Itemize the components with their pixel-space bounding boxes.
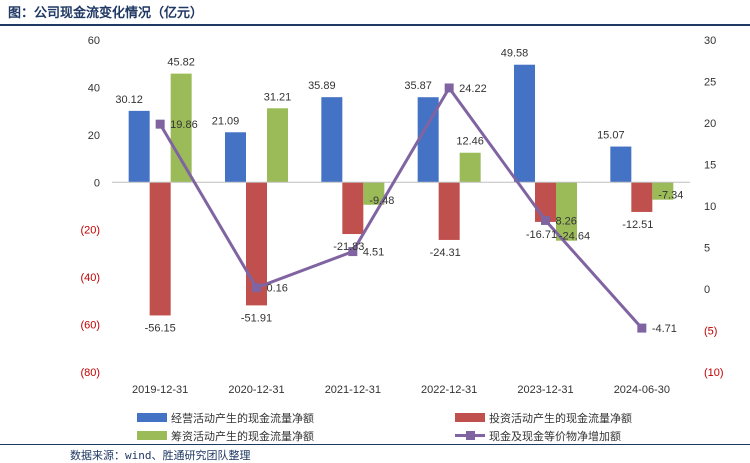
x-axis-tick-label: 2022-12-31	[421, 384, 477, 396]
bar-3-2020-12-31	[267, 108, 288, 183]
x-axis-tick-label: 2020-12-31	[228, 384, 284, 396]
x-axis-tick-label: 2021-12-31	[325, 384, 381, 396]
legend-swatch-marker	[466, 431, 475, 440]
data-label-4-2022-12-31: 24.22	[459, 83, 487, 95]
left-axis-tick-label: 0	[94, 177, 100, 189]
data-label-2-2022-12-31: -24.31	[430, 247, 461, 259]
right-axis-tick-label: (10)	[704, 367, 724, 379]
data-label-1-2022-12-31: 35.87	[404, 80, 432, 92]
legend-label-4: 现金及现金等价物净增加额	[489, 429, 621, 443]
left-axis-tick-label: 40	[88, 82, 100, 94]
data-label-3-2021-12-31: -9.48	[369, 195, 394, 207]
bar-2-2024-06-30	[631, 182, 653, 212]
left-axis-tick-label: (40)	[80, 272, 100, 284]
bar-2-2022-12-31	[438, 182, 460, 240]
data-label-3-2024-06-30: -7.34	[658, 190, 683, 202]
right-axis-tick-label: 5	[704, 243, 710, 255]
data-label-4-2021-12-31: 4.51	[363, 247, 384, 259]
bar-2-2019-12-31	[149, 182, 171, 316]
right-axis-tick-label: 0	[704, 284, 710, 296]
bar-1-2021-12-31	[321, 97, 343, 183]
left-axis-tick-label: (60)	[80, 320, 100, 332]
bar-1-2019-12-31	[128, 110, 150, 183]
net-increase-marker-2023-12-31	[541, 215, 550, 225]
data-label-1-2024-06-30: 15.07	[597, 130, 625, 142]
bar-3-2023-12-31	[556, 182, 577, 241]
net-increase-marker-2019-12-31	[155, 119, 165, 129]
chart-title: 图：公司现金流变化情况（亿元）	[8, 6, 204, 21]
data-label-4-2020-12-31: 0.16	[267, 283, 288, 295]
data-label-4-2019-12-31: 19.86	[170, 119, 198, 131]
data-label-3-2022-12-31: 12.46	[456, 136, 484, 148]
legend-swatch-1	[137, 413, 167, 422]
data-label-2-2021-12-31: -21.83	[333, 241, 364, 253]
right-axis-tick-label: 10	[704, 201, 716, 213]
bar-3-2022-12-31	[459, 152, 481, 183]
bar-1-2024-06-30	[610, 146, 632, 183]
bar-3-2019-12-31	[170, 73, 192, 183]
x-axis-tick-label: 2023-12-31	[517, 384, 573, 396]
data-label-1-2023-12-31: 49.58	[501, 48, 529, 60]
data-label-4-2023-12-31: 8.26	[556, 215, 577, 227]
net-increase-marker-2020-12-31	[252, 283, 261, 293]
x-axis-tick-label: 2024-06-30	[614, 384, 670, 396]
net-increase-marker-2021-12-31	[348, 247, 358, 257]
data-label-1-2020-12-31: 21.09	[212, 115, 240, 127]
data-label-1-2021-12-31: 35.89	[308, 80, 336, 92]
net-increase-marker-2022-12-31	[444, 83, 454, 93]
legend-swatch-3	[137, 431, 167, 440]
source-note: 数据来源：wind、胜通研究团队整理	[70, 449, 251, 462]
left-axis-tick-label: 20	[88, 130, 100, 142]
left-axis-tick-label: 60	[88, 35, 100, 47]
title-divider	[0, 24, 750, 26]
data-label-2-2019-12-31: -56.15	[145, 322, 176, 334]
right-axis-tick-label: 20	[704, 118, 716, 130]
right-axis-tick-label: 15	[704, 160, 716, 172]
legend-label-3: 筹资活动产生的现金流量净额	[171, 429, 314, 443]
x-axis-tick-label: 2019-12-31	[132, 384, 188, 396]
data-label-1-2019-12-31: 30.12	[115, 94, 143, 106]
data-label-3-2019-12-31: 45.82	[167, 57, 195, 69]
net-increase-line	[158, 85, 643, 330]
data-label-3-2023-12-31: -24.64	[559, 231, 590, 243]
data-label-3-2020-12-31: 31.21	[264, 91, 292, 103]
right-axis-tick-label: 30	[704, 35, 716, 47]
left-axis-tick-label: (80)	[80, 367, 100, 379]
data-label-2-2023-12-31: -16.71	[526, 229, 557, 241]
data-label-2-2020-12-31: -51.91	[241, 312, 272, 324]
bar-2-2020-12-31	[246, 182, 267, 306]
bar-1-2023-12-31	[514, 64, 535, 183]
cash-flow-chart: 60 40 20 0 (20) (40) (60) (80) 30 25 20 15 10 5 0 (5) (1…	[80, 35, 724, 443]
right-axis-tick-label: 25	[704, 77, 716, 89]
left-axis-tick-label: (20)	[80, 225, 100, 237]
bar-1-2020-12-31	[225, 132, 246, 183]
net-increase-marker-2024-06-30	[637, 323, 647, 333]
bar-2-2021-12-31	[342, 182, 364, 235]
source-divider	[0, 444, 750, 445]
bar-3-2021-12-31	[363, 182, 385, 205]
legend-label-1: 经营活动产生的现金流量净额	[171, 411, 314, 425]
bar-1-2022-12-31	[417, 97, 439, 183]
bar-3-2024-06-30	[652, 182, 674, 200]
legend-label-2: 投资活动产生的现金流量净额	[489, 411, 632, 425]
right-axis-tick-label: (5)	[704, 326, 717, 338]
data-label-4-2024-06-30: -4.71	[652, 323, 677, 335]
data-label-2-2024-06-30: -12.51	[622, 219, 653, 231]
legend-swatch-2	[455, 413, 485, 422]
